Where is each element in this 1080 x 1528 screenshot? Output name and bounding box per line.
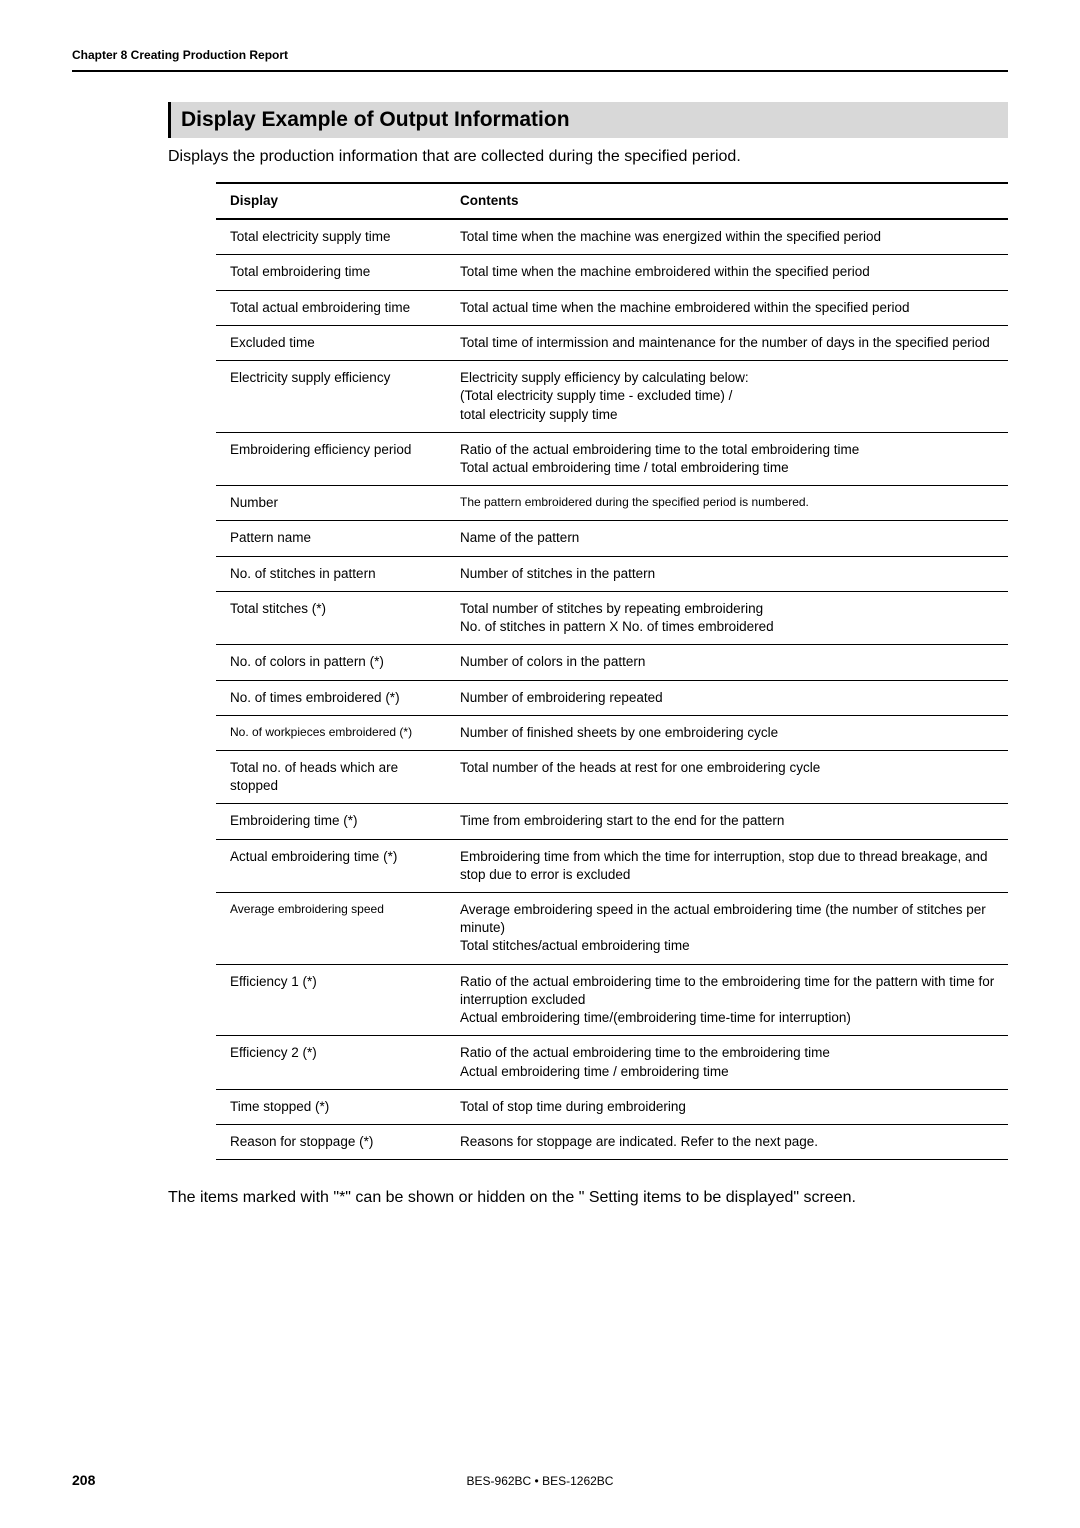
cell-display: Efficiency 2 (*): [216, 1036, 446, 1089]
table-row: Actual embroidering time (*)Embroidering…: [216, 839, 1008, 892]
cell-display: Reason for stoppage (*): [216, 1125, 446, 1160]
table-row: No. of workpieces embroidered (*)Number …: [216, 715, 1008, 750]
cell-contents: Ratio of the actual embroidering time to…: [446, 1036, 1008, 1089]
cell-contents: Number of colors in the pattern: [446, 645, 1008, 680]
header-rule: [72, 70, 1008, 72]
table-row: Embroidering efficiency periodRatio of t…: [216, 432, 1008, 485]
intro-text: Displays the production information that…: [168, 148, 1008, 166]
table-row: Excluded timeTotal time of intermission …: [216, 325, 1008, 360]
table-row: Total embroidering timeTotal time when t…: [216, 255, 1008, 290]
cell-display: Actual embroidering time (*): [216, 839, 446, 892]
cell-display: Pattern name: [216, 521, 446, 556]
cell-display: Embroidering time (*): [216, 804, 446, 839]
table-row: Total actual embroidering timeTotal actu…: [216, 290, 1008, 325]
cell-contents: Total of stop time during embroidering: [446, 1089, 1008, 1124]
footnote-text: The items marked with "*" can be shown o…: [168, 1186, 1008, 1210]
table-row: Average embroidering speedAverage embroi…: [216, 893, 1008, 965]
cell-display: Embroidering efficiency period: [216, 432, 446, 485]
table-row: Time stopped (*)Total of stop time durin…: [216, 1089, 1008, 1124]
table-row: Total no. of heads which are stoppedTota…: [216, 750, 1008, 803]
table-row: Total electricity supply timeTotal time …: [216, 219, 1008, 255]
cell-display: Total stitches (*): [216, 591, 446, 644]
cell-display: Time stopped (*): [216, 1089, 446, 1124]
cell-contents: Electricity supply efficiency by calcula…: [446, 361, 1008, 433]
cell-contents: Time from embroidering start to the end …: [446, 804, 1008, 839]
cell-display: Excluded time: [216, 325, 446, 360]
cell-contents: Number of finished sheets by one embroid…: [446, 715, 1008, 750]
cell-display: Total no. of heads which are stopped: [216, 750, 446, 803]
footer-model: BES-962BC • BES-1262BC: [0, 1474, 1080, 1488]
table-row: Electricity supply efficiencyElectricity…: [216, 361, 1008, 433]
cell-contents: Total time of intermission and maintenan…: [446, 325, 1008, 360]
table-row: No. of colors in pattern (*)Number of co…: [216, 645, 1008, 680]
cell-contents: Total actual time when the machine embro…: [446, 290, 1008, 325]
cell-display: Total actual embroidering time: [216, 290, 446, 325]
cell-display: Total electricity supply time: [216, 219, 446, 255]
content-area: Display Example of Output Information Di…: [168, 102, 1008, 1210]
cell-contents: Total number of the heads at rest for on…: [446, 750, 1008, 803]
table-row: Efficiency 2 (*)Ratio of the actual embr…: [216, 1036, 1008, 1089]
cell-display: Average embroidering speed: [216, 893, 446, 965]
cell-contents: Ratio of the actual embroidering time to…: [446, 964, 1008, 1036]
cell-contents: Total number of stitches by repeating em…: [446, 591, 1008, 644]
cell-display: No. of workpieces embroidered (*): [216, 715, 446, 750]
header-display: Display: [216, 183, 446, 219]
cell-contents: Reasons for stoppage are indicated. Refe…: [446, 1125, 1008, 1160]
cell-display: Number: [216, 486, 446, 521]
cell-contents: Average embroidering speed in the actual…: [446, 893, 1008, 965]
header-contents: Contents: [446, 183, 1008, 219]
cell-display: No. of colors in pattern (*): [216, 645, 446, 680]
cell-contents: Total time when the machine was energize…: [446, 219, 1008, 255]
cell-display: Electricity supply efficiency: [216, 361, 446, 433]
chapter-header: Chapter 8 Creating Production Report: [72, 48, 288, 62]
table-row: Reason for stoppage (*)Reasons for stopp…: [216, 1125, 1008, 1160]
cell-contents: The pattern embroidered during the speci…: [446, 486, 1008, 521]
cell-contents: Total time when the machine embroidered …: [446, 255, 1008, 290]
table-wrap: Display Contents Total electricity suppl…: [216, 182, 1008, 1160]
table-row: Efficiency 1 (*)Ratio of the actual embr…: [216, 964, 1008, 1036]
cell-display: No. of stitches in pattern: [216, 556, 446, 591]
table-header-row: Display Contents: [216, 183, 1008, 219]
table-row: Pattern nameName of the pattern: [216, 521, 1008, 556]
display-table: Display Contents Total electricity suppl…: [216, 182, 1008, 1160]
table-row: Total stitches (*)Total number of stitch…: [216, 591, 1008, 644]
table-row: No. of times embroidered (*)Number of em…: [216, 680, 1008, 715]
cell-display: Total embroidering time: [216, 255, 446, 290]
cell-contents: Embroidering time from which the time fo…: [446, 839, 1008, 892]
cell-display: No. of times embroidered (*): [216, 680, 446, 715]
section-title: Display Example of Output Information: [168, 102, 1008, 138]
cell-contents: Number of stitches in the pattern: [446, 556, 1008, 591]
table-row: Embroidering time (*)Time from embroider…: [216, 804, 1008, 839]
table-row: NumberThe pattern embroidered during the…: [216, 486, 1008, 521]
cell-display: Efficiency 1 (*): [216, 964, 446, 1036]
cell-contents: Name of the pattern: [446, 521, 1008, 556]
cell-contents: Number of embroidering repeated: [446, 680, 1008, 715]
cell-contents: Ratio of the actual embroidering time to…: [446, 432, 1008, 485]
table-row: No. of stitches in patternNumber of stit…: [216, 556, 1008, 591]
